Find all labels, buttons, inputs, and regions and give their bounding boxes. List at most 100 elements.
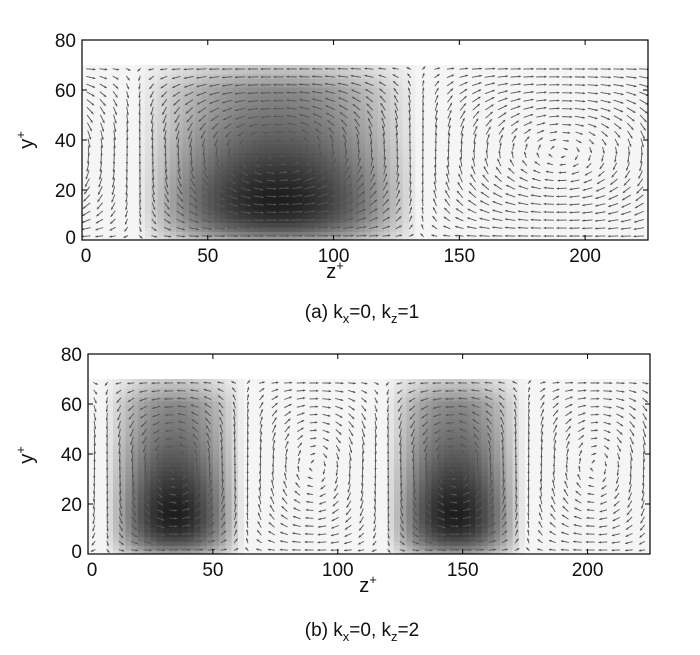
field-cell [258,95,265,101]
field-cell [258,213,265,219]
field-cell [82,69,89,75]
field-cell [138,213,146,219]
velocity-arrowhead [360,174,363,178]
field-cell [522,218,530,224]
velocity-arrowhead [480,192,484,195]
field-cell [578,69,586,75]
velocity-arrowhead [152,192,155,196]
field-cell [352,174,360,180]
velocity-arrowhead [168,235,172,238]
velocity-arrowhead [462,110,466,114]
field-cell [182,143,190,149]
field-cell [320,231,328,237]
field-cell [402,69,410,75]
field-cell [635,235,643,240]
field-cell [283,139,291,145]
field-cell [239,183,247,189]
field-cell [132,126,140,132]
field-cell [151,196,159,202]
field-cell [585,200,592,206]
field-cell [597,126,605,132]
field-cell [339,69,347,75]
field-cell [132,100,140,105]
field-cell [157,209,165,215]
field-cell [446,139,454,145]
field-cell [245,191,253,197]
field-cell [415,126,423,132]
field-cell [409,152,416,158]
field-cell [182,86,190,92]
field-cell [107,235,115,240]
field-cell [346,104,354,110]
field-cell [327,130,335,136]
field-cell [358,231,366,237]
field-cell [176,78,184,84]
field-cell [188,139,196,145]
velocity-arrowhead [337,67,341,70]
field-cell [497,117,504,123]
field-cell [528,113,536,119]
field-cell [534,86,542,92]
field-cell [434,161,442,167]
field-cell [440,200,448,206]
field-cell [207,143,215,149]
field-cell [365,231,372,237]
velocity-arrowhead [199,127,203,131]
field-cell [339,108,347,114]
velocity-arrowhead [343,134,346,138]
field-cell [163,170,171,175]
field-cell [490,108,498,114]
field-cell [427,213,435,219]
field-cell [333,187,341,193]
field-cell [459,226,467,232]
field-cell [434,235,442,240]
field-cell [308,148,316,154]
velocity-arrowhead [436,80,440,84]
field-cell [195,178,203,184]
field-cell [559,231,567,237]
field-cell [232,222,240,228]
velocity-arrowhead [274,123,277,126]
field-cell [497,200,504,206]
field-cell [119,165,127,171]
field-cell [119,235,127,240]
field-cell [484,183,492,189]
field-cell [88,222,96,228]
velocity-arrowhead [372,173,375,177]
field-cell [226,143,234,149]
field-cell [377,174,385,180]
velocity-arrowhead [162,112,165,115]
field-cell [484,126,492,132]
velocity-arrowhead [195,213,199,216]
field-cell [276,165,284,171]
field-cell [415,187,423,193]
velocity-arrowhead [115,86,119,89]
velocity-arrowhead [204,168,207,171]
field-cell [346,196,354,202]
velocity-arrowhead [322,168,325,171]
field-cell [157,86,165,92]
field-cell [490,226,498,232]
field-cell [629,121,637,127]
field-cell [383,170,391,175]
field-cell [170,126,177,132]
field-cell [446,213,454,219]
field-cell [503,86,511,92]
field-cell [339,78,347,84]
velocity-arrowhead [448,117,452,121]
velocity-arrowhead [208,205,212,208]
field-cell [459,235,467,240]
velocity-arrowhead [207,198,211,201]
field-cell [88,65,96,70]
field-cell [515,165,523,171]
velocity-arrowhead [104,76,108,80]
field-cell [239,78,247,84]
field-cell [522,235,530,240]
field-cell [182,130,190,136]
field-cell [295,196,303,202]
field-cell [327,148,335,154]
field-cell [232,126,240,132]
field-cell [176,200,184,206]
field-cell [107,104,115,110]
field-cell [327,156,335,162]
